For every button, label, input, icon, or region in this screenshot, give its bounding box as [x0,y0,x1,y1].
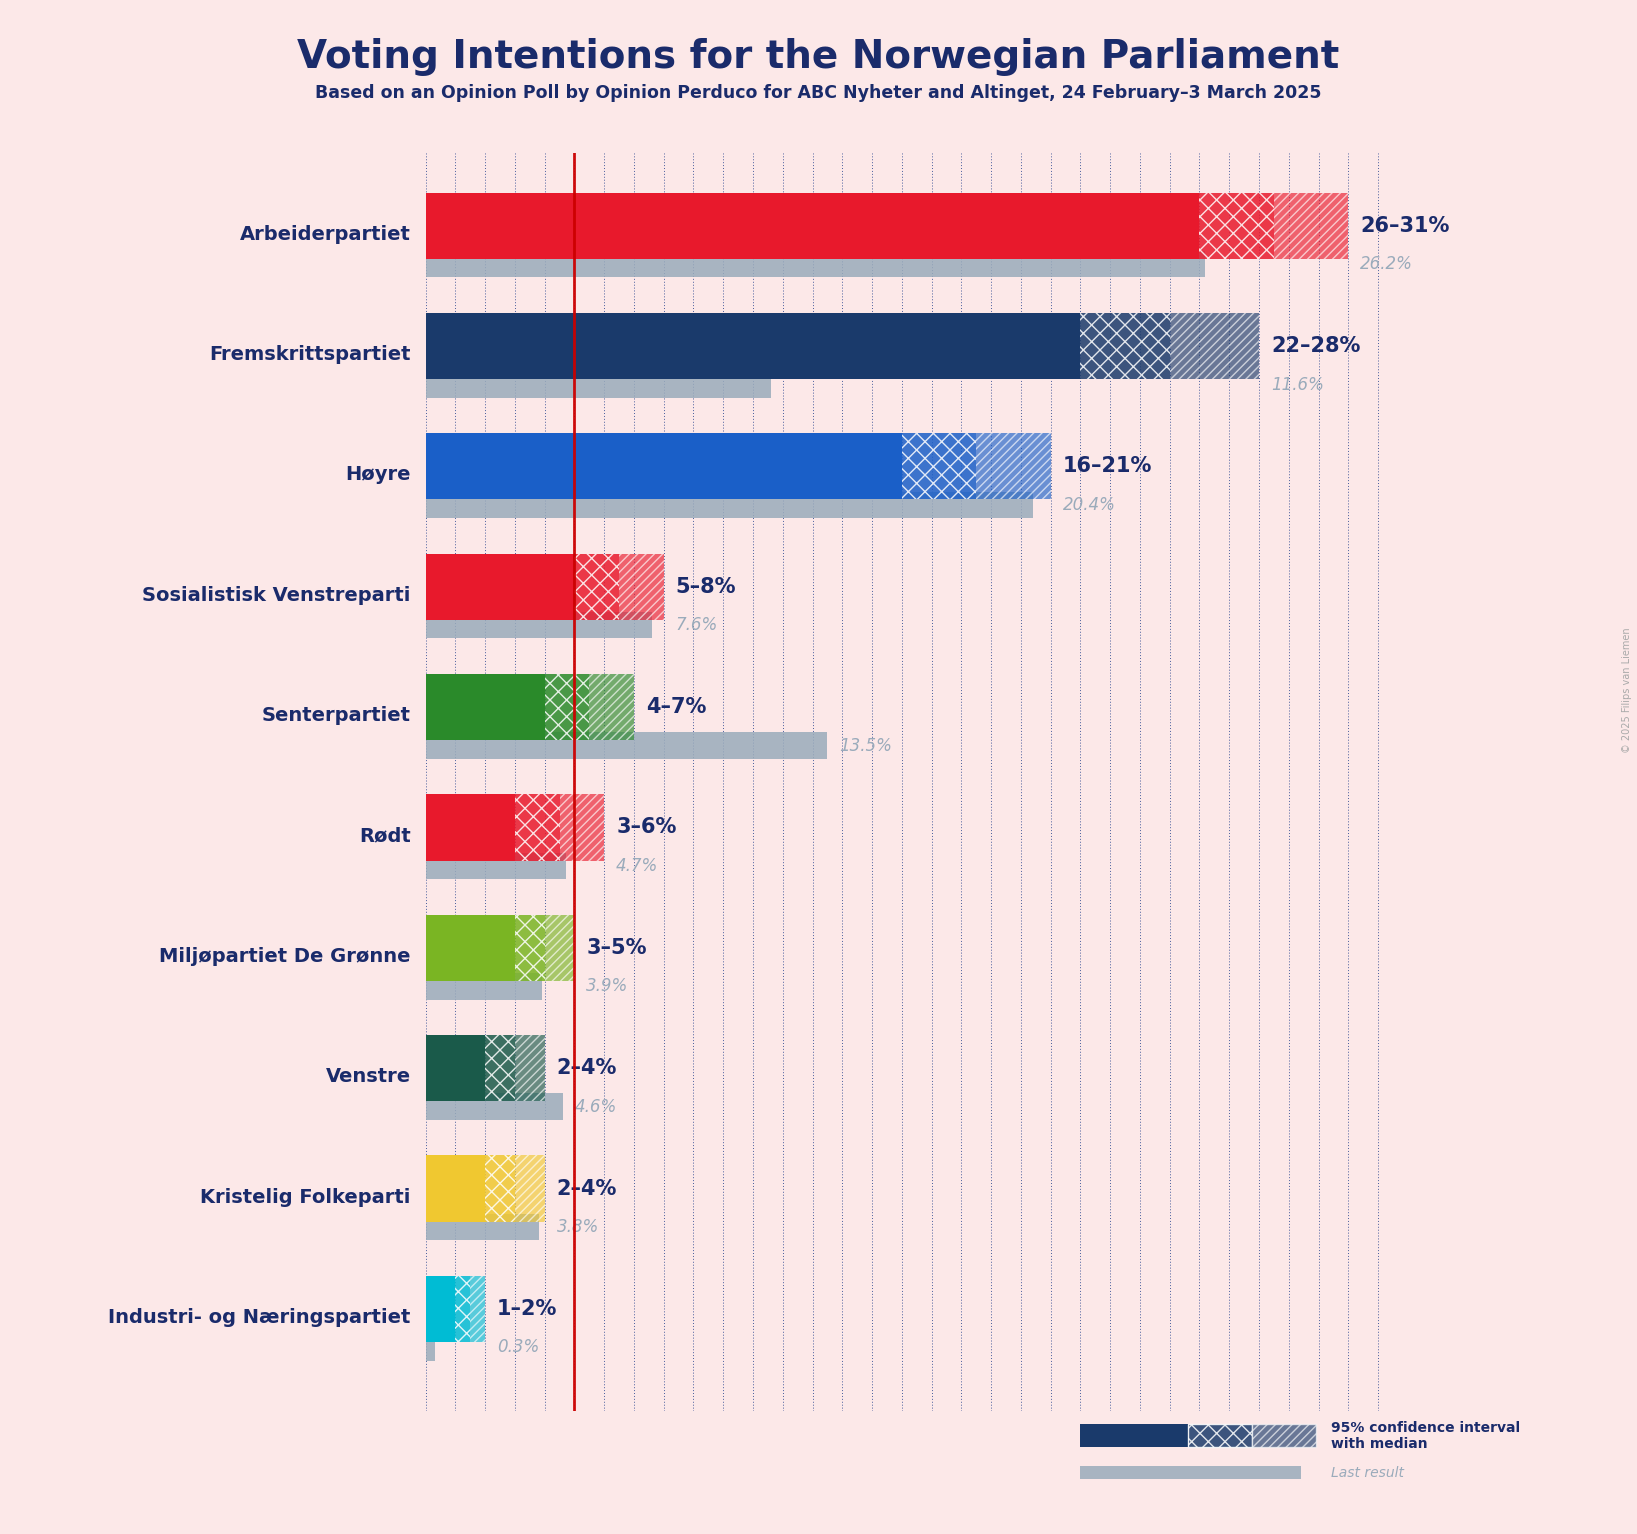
Bar [619,554,663,620]
Text: Miljøpartiet De Grønne: Miljøpartiet De Grønne [159,946,411,966]
Bar [545,914,575,980]
Text: 95% confidence interval
with median: 95% confidence interval with median [1331,1420,1521,1451]
Text: Sosialistisk Venstreparti: Sosialistisk Venstreparti [142,586,411,604]
Text: 26–31%: 26–31% [1360,216,1450,236]
Text: 7.6%: 7.6% [676,617,719,634]
Bar [455,1276,470,1342]
Bar [1170,313,1259,379]
Bar [426,732,827,759]
Bar [426,371,771,397]
Text: 11.6%: 11.6% [1270,376,1324,394]
Text: 3.8%: 3.8% [557,1218,599,1236]
Text: 4.6%: 4.6% [575,1098,617,1115]
Bar [426,433,902,500]
Bar [426,914,516,980]
Bar [1188,1425,1252,1447]
Text: 20.4%: 20.4% [1062,495,1115,514]
Text: 2–4%: 2–4% [557,1178,617,1198]
Text: © 2025 Filips van Liemen: © 2025 Filips van Liemen [1622,627,1632,753]
Text: Industri- og Næringspartiet: Industri- og Næringspartiet [108,1309,411,1327]
Text: Kristelig Folkeparti: Kristelig Folkeparti [200,1187,411,1207]
Bar [516,1035,545,1101]
Text: 3–6%: 3–6% [616,818,676,838]
Bar [485,1035,516,1101]
Bar [1080,1425,1188,1447]
Text: 3.9%: 3.9% [586,977,629,996]
Bar [426,1094,563,1120]
Bar [560,795,604,861]
Bar [902,433,976,500]
Text: Venstre: Venstre [326,1068,411,1086]
Bar [426,252,1205,278]
Bar [426,554,575,620]
Bar [426,1335,434,1361]
Text: 4–7%: 4–7% [647,696,706,716]
Bar [426,1213,539,1241]
Text: Last result: Last result [1331,1467,1405,1480]
Text: Senterpartiet: Senterpartiet [262,706,411,726]
Bar [1080,1467,1301,1479]
Bar [470,1276,485,1342]
Text: 16–21%: 16–21% [1062,457,1152,477]
Bar [1252,1425,1316,1447]
Text: 22–28%: 22–28% [1270,336,1360,356]
Bar [426,973,542,1000]
Text: Arbeiderpartiet: Arbeiderpartiet [241,224,411,244]
Text: 26.2%: 26.2% [1360,255,1413,273]
Text: Rødt: Rødt [359,827,411,845]
Bar [485,1155,516,1221]
Text: 4.7%: 4.7% [616,858,658,874]
Bar [545,673,589,741]
Bar [426,193,1200,259]
Bar [1080,313,1170,379]
Bar [976,433,1051,500]
Bar [589,673,634,741]
Text: 13.5%: 13.5% [840,736,892,755]
Text: 2–4%: 2–4% [557,1058,617,1078]
Bar [1200,193,1274,259]
Bar [575,554,619,620]
Text: 0.3%: 0.3% [498,1339,539,1356]
Text: 3–5%: 3–5% [586,937,647,957]
Bar [426,1155,485,1221]
Text: 1–2%: 1–2% [498,1299,558,1319]
Bar [426,612,652,638]
Bar [516,914,545,980]
Bar [426,1035,485,1101]
Bar [426,673,545,741]
Bar [1274,193,1349,259]
Bar [516,795,560,861]
Text: Fremskrittspartiet: Fremskrittspartiet [210,345,411,364]
Text: Høyre: Høyre [345,465,411,485]
Bar [426,313,1080,379]
Text: Voting Intentions for the Norwegian Parliament: Voting Intentions for the Norwegian Parl… [298,38,1339,77]
Text: Based on an Opinion Poll by Opinion Perduco for ABC Nyheter and Altinget, 24 Feb: Based on an Opinion Poll by Opinion Perd… [316,84,1321,103]
Bar [426,491,1033,518]
Bar [426,1276,455,1342]
Bar [426,795,516,861]
Text: 5–8%: 5–8% [676,577,737,597]
Bar [426,853,565,879]
Bar [516,1155,545,1221]
